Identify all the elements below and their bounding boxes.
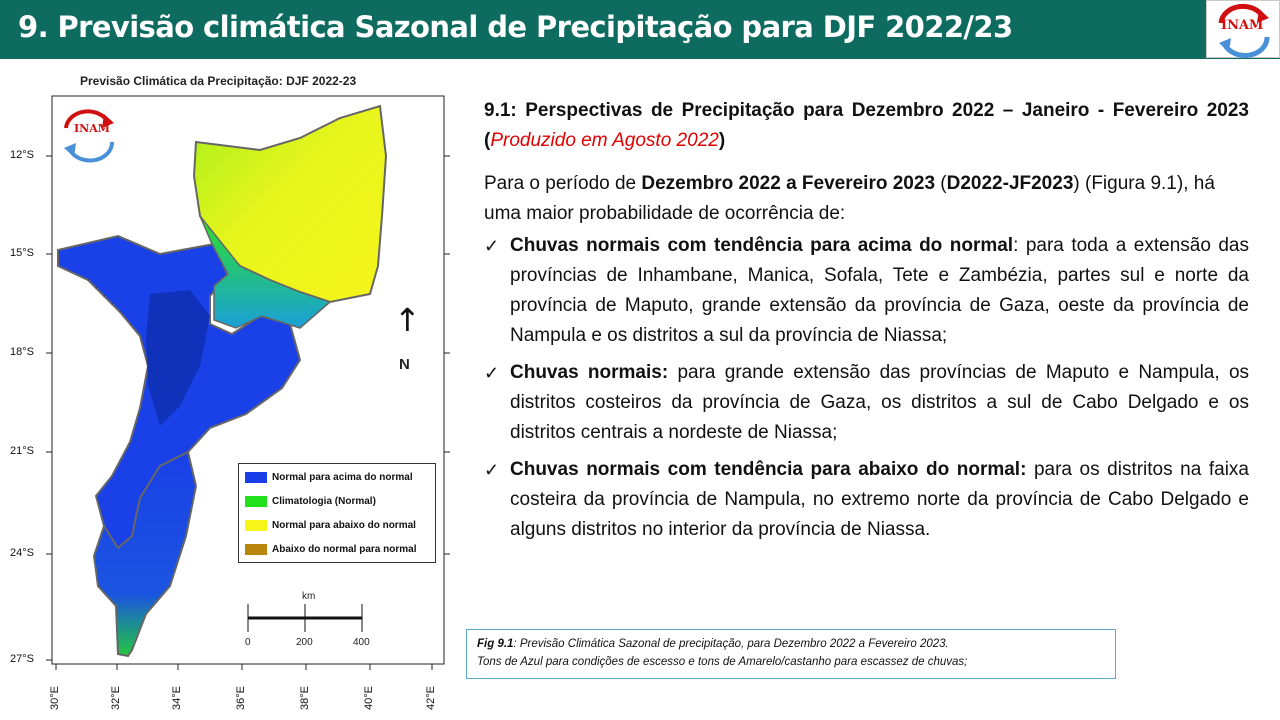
scale-unit: km (302, 591, 316, 602)
north-label: N (399, 356, 410, 373)
lat-tick: 12°S (10, 149, 34, 161)
checkmark-icon: ✓ (484, 236, 500, 256)
bullet-item: ✓ Chuvas normais com tendência para abai… (484, 455, 1249, 545)
map-region-south (92, 450, 198, 658)
checkmark-icon: ✓ (484, 460, 500, 480)
intro-period: Dezembro 2022 a Fevereiro 2023 (641, 173, 936, 194)
legend-item: Normal para acima do normal (245, 470, 413, 484)
checkmark-icon: ✓ (484, 363, 500, 383)
intro-period-code: D2022-JF2023 (946, 173, 1074, 194)
scale-label: 400 (353, 637, 370, 648)
figure-caption: Fig 9.1: Previsão Climática Sazonal de p… (466, 629, 1116, 679)
lat-tick: 24°S (10, 547, 34, 559)
legend-item: Climatologia (Normal) (245, 494, 376, 508)
lon-tick: 36°E (235, 686, 247, 710)
bullet-title: Chuvas normais com tendência para abaixo… (510, 459, 1027, 480)
intro-text: Para o período de (484, 173, 642, 194)
intro-paragraph: Para o período de Dezembro 2022 a Fevere… (484, 169, 1249, 229)
bullet-text: para grande extensão das províncias de M… (510, 362, 1250, 443)
bullet-title: Chuvas normais com tendência para acima … (510, 235, 1014, 256)
legend-swatch (245, 543, 267, 555)
north-arrow-icon: ↑ (394, 301, 421, 339)
section-heading: 9.1: Perspectivas de Precipitação para D… (484, 96, 1249, 156)
caption-label: Fig 9.1 (477, 638, 514, 650)
map-title: Previsão Climática da Precipitação: DJF … (80, 74, 357, 88)
scale-label: 0 (245, 637, 251, 648)
lon-tick: 34°E (171, 686, 183, 710)
logo-text: INAM (1221, 18, 1264, 33)
text-content: 9.1: Perspectivas de Precipitação para D… (484, 96, 1249, 552)
legend-swatch (245, 471, 267, 483)
heading-close: ) (718, 130, 726, 151)
map-region-dark-blue (146, 290, 210, 426)
bullet-item: ✓ Chuvas normais: para grande extensão d… (484, 358, 1249, 448)
lat-tick: 15°S (10, 247, 34, 259)
lon-tick: 30°E (49, 686, 61, 710)
forecast-map: Previsão Climática da Precipitação: DJF … (0, 66, 460, 720)
legend-label: Normal para abaixo do normal (272, 519, 416, 531)
legend-item: Abaixo do normal para normal (245, 542, 416, 556)
caption-line: Tons de Azul para condições de escesso e… (477, 656, 968, 668)
legend-swatch (245, 519, 267, 531)
bullet-title: Chuvas normais: (510, 362, 669, 383)
bullet-item: ✓ Chuvas normais com tendência para acim… (484, 231, 1249, 351)
lat-tick: 21°S (10, 445, 34, 457)
intro-text: ) (Figura 9.1), há uma maior probabilida… (484, 173, 1215, 224)
map-logo-text: INAM (74, 122, 110, 135)
logo-arrows-icon (1218, 3, 1270, 58)
caption-text: : Previsão Climática Sazonal de precipit… (513, 638, 949, 650)
heading-text: 9.1: Perspectivas de Precipitação para D… (484, 100, 1249, 151)
lon-tick: 32°E (110, 686, 122, 710)
map-logo-icon (64, 109, 115, 163)
intro-text: ( (935, 173, 947, 194)
legend-label: Abaixo do normal para normal (272, 543, 417, 555)
lon-tick: 38°E (299, 686, 311, 710)
lat-tick: 27°S (10, 653, 34, 665)
title-bar: 9. Previsão climática Sazonal de Precipi… (0, 0, 1280, 59)
lon-tick: 40°E (363, 686, 375, 710)
lat-tick: 18°S (10, 346, 34, 358)
legend-item: Normal para abaixo do normal (245, 518, 416, 532)
map-figure (46, 95, 450, 670)
scale-bar (247, 604, 363, 632)
heading-produced-date: Produzido em Agosto 2022 (490, 130, 719, 151)
inam-logo: INAM (1206, 0, 1280, 58)
slide-title: 9. Previsão climática Sazonal de Precipi… (18, 10, 1013, 44)
legend-label: Normal para acima do normal (272, 471, 413, 483)
legend-swatch (245, 495, 267, 507)
lon-tick: 42°E (425, 686, 437, 710)
bullet-text: : para toda a extensão das províncias de… (510, 235, 1249, 346)
scale-label: 200 (296, 637, 313, 648)
caption-line: Fig 9.1: Previsão Climática Sazonal de p… (477, 635, 1105, 653)
legend-label: Climatologia (Normal) (272, 495, 376, 507)
bullet-text: para os distritos na faixa costeira da p… (510, 459, 1250, 540)
map-legend: Normal para acima do normal Climatologia… (238, 463, 436, 563)
